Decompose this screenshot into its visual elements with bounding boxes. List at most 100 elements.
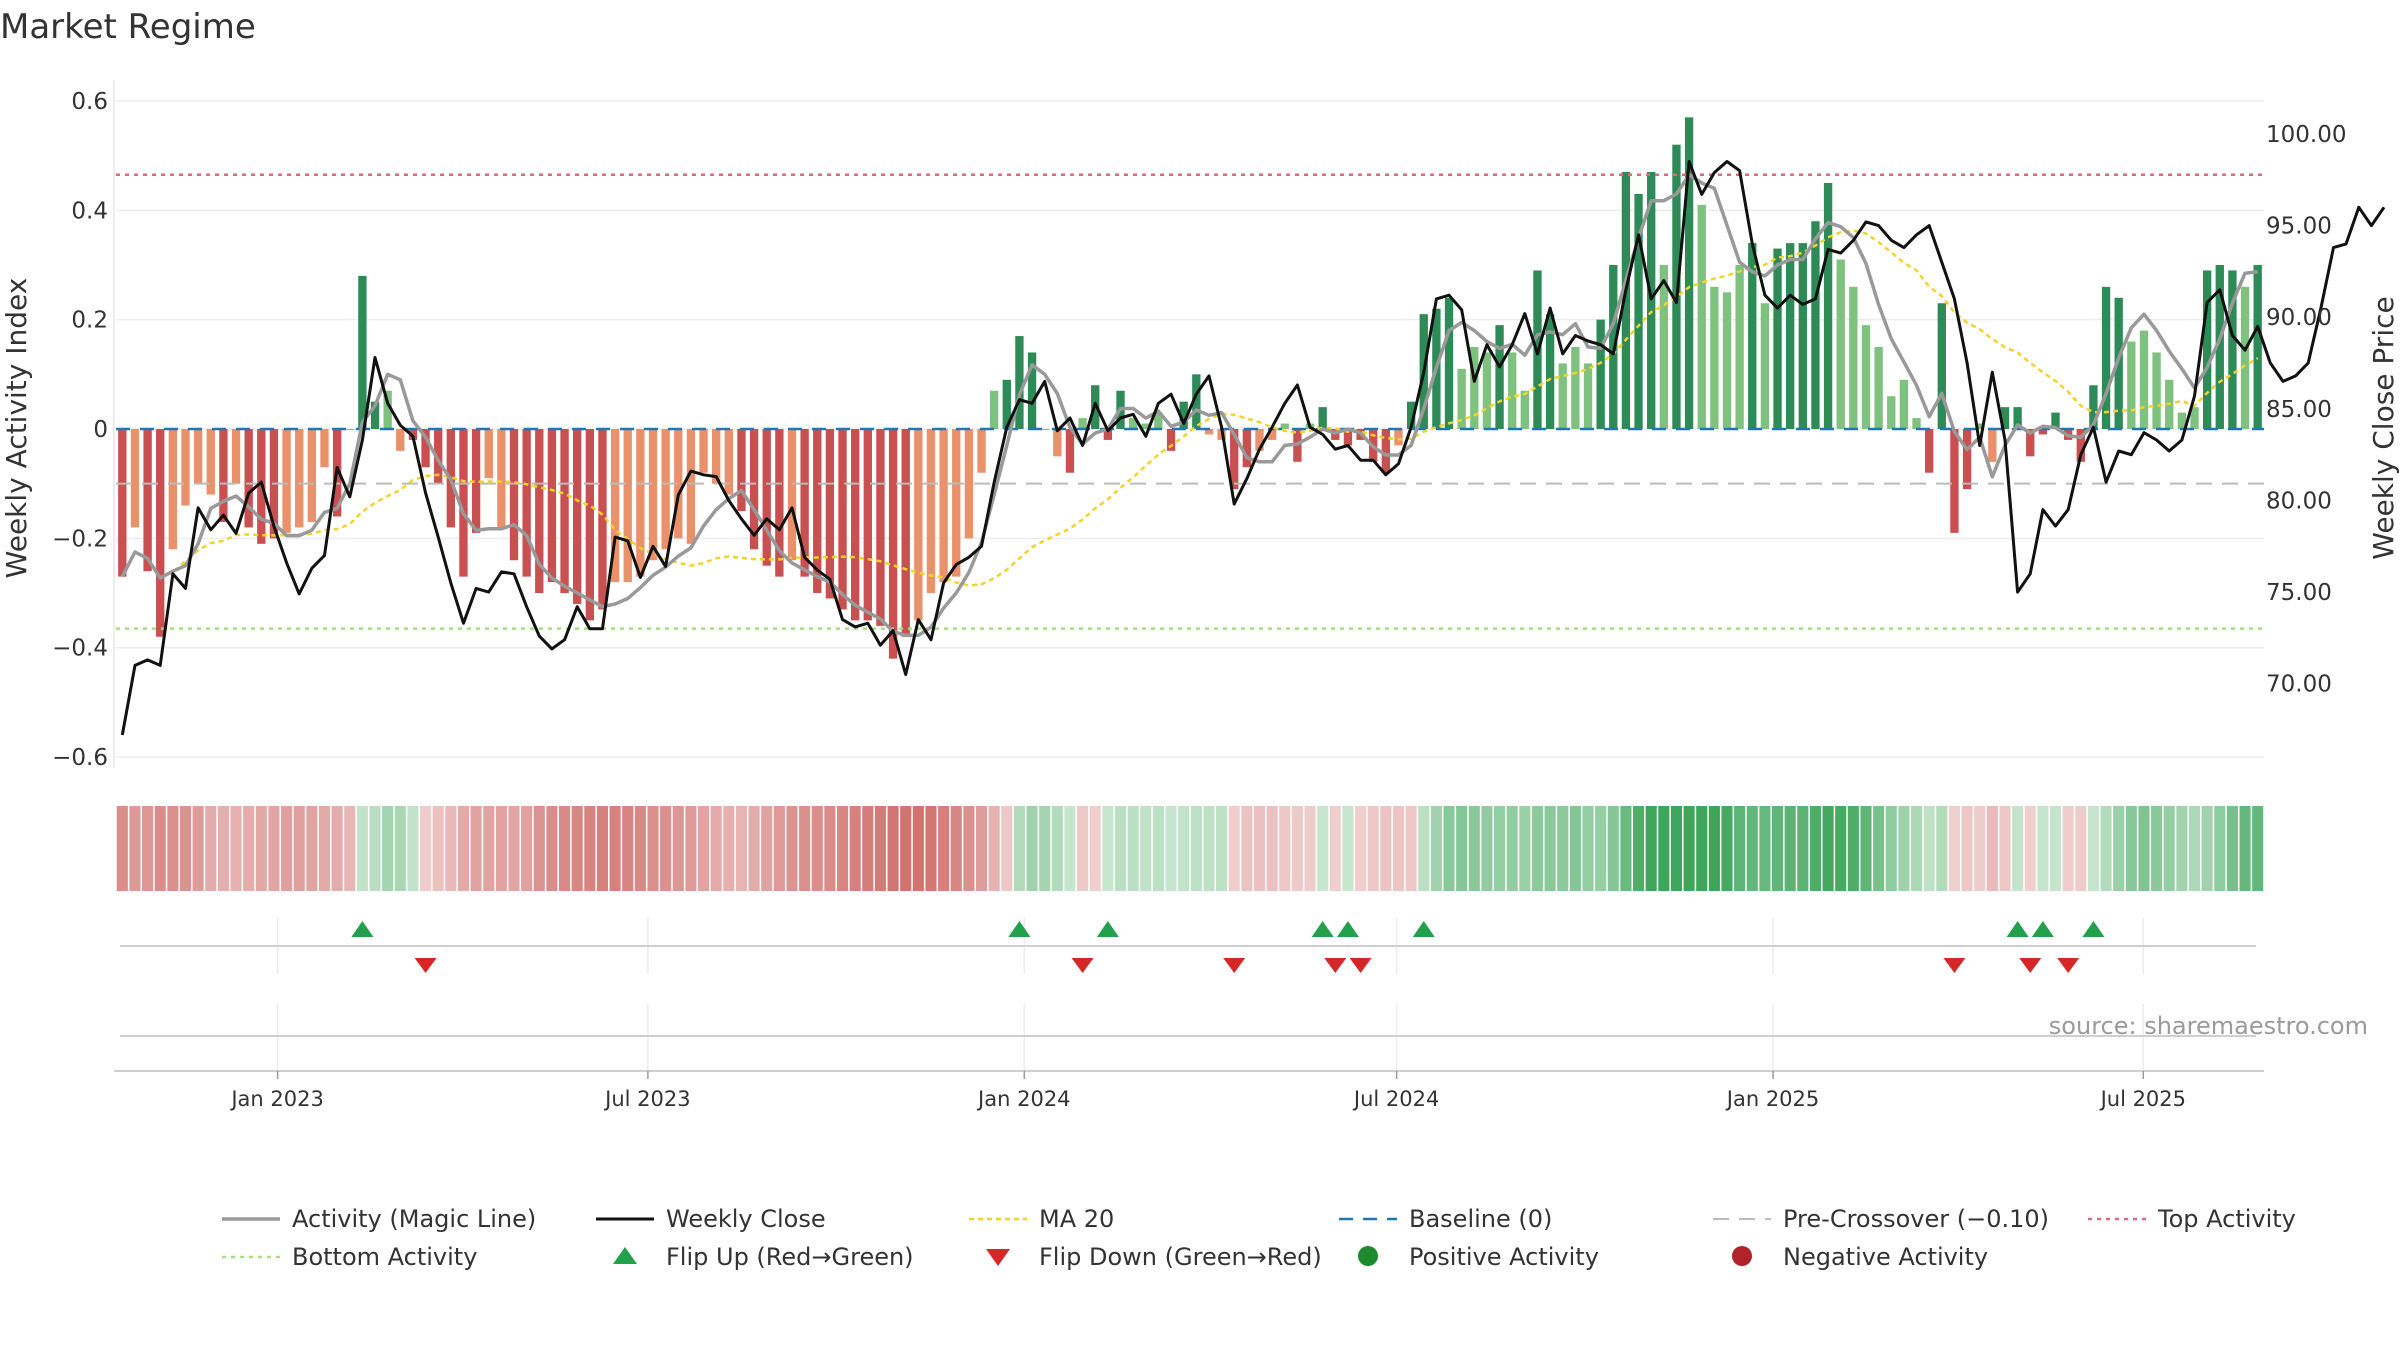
activity-bar bbox=[282, 429, 291, 533]
heat-cell bbox=[1734, 806, 1746, 891]
heat-cell bbox=[925, 806, 937, 891]
heat-cell bbox=[1873, 806, 1885, 891]
activity-bar bbox=[1128, 418, 1138, 429]
heat-cell bbox=[963, 806, 975, 891]
heat-cell bbox=[1658, 806, 1670, 891]
left-axis: 0.6 0.4 0.2 0 −0.2 −0.4 −0.6 bbox=[52, 89, 108, 771]
heat-cell bbox=[2226, 806, 2238, 891]
activity-bar bbox=[1204, 429, 1214, 435]
heat-cell bbox=[1392, 806, 1405, 891]
legend: Activity (Magic Line) Weekly Close MA 20 Ba… bbox=[222, 1205, 2296, 1271]
activity-bar bbox=[1710, 286, 1719, 429]
activity-bar bbox=[345, 429, 354, 430]
x-tick-label: Jan 2025 bbox=[1725, 1087, 1820, 1111]
heat-cell bbox=[2012, 806, 2024, 891]
heat-cell bbox=[546, 806, 558, 891]
heat-cell bbox=[230, 806, 242, 891]
activity-bar bbox=[1634, 193, 1643, 429]
heat-cell bbox=[1279, 806, 1291, 891]
activity-bar bbox=[2026, 429, 2035, 457]
flip-up-marker bbox=[1096, 921, 1119, 937]
activity-bar bbox=[1406, 401, 1416, 429]
heat-cell bbox=[1026, 806, 1038, 891]
heat-cell bbox=[1759, 806, 1771, 891]
heat-cell bbox=[2100, 806, 2112, 891]
heat-cell bbox=[142, 806, 154, 891]
activity-bar bbox=[1722, 292, 1732, 429]
activity-bar bbox=[1558, 363, 1567, 429]
legend-item-magic: Activity (Magic Line) bbox=[222, 1205, 536, 1233]
heat-cell bbox=[1253, 806, 1266, 891]
legend-item-neg: Negative Activity bbox=[1732, 1243, 1988, 1271]
legend-label: Activity (Magic Line) bbox=[292, 1205, 536, 1233]
magic-line bbox=[120, 173, 2258, 638]
activity-bar bbox=[1748, 243, 1757, 429]
heat-cell bbox=[1544, 806, 1556, 891]
heat-cell bbox=[1405, 806, 1417, 891]
x-tick-label: Jan 2024 bbox=[976, 1087, 1071, 1111]
activity-bar bbox=[850, 429, 860, 621]
heat-cell bbox=[394, 806, 406, 891]
activity-bar bbox=[926, 429, 936, 594]
flip-up-marker bbox=[1336, 921, 1359, 937]
activity-bar bbox=[193, 429, 203, 484]
activity-bar bbox=[825, 429, 835, 599]
source-note: source: sharemaestro.com bbox=[2049, 1012, 2368, 1040]
heat-cell bbox=[1367, 806, 1379, 891]
heat-cell bbox=[369, 806, 381, 891]
activity-bar bbox=[1103, 429, 1113, 440]
heat-cell bbox=[116, 806, 128, 891]
activity-bar bbox=[471, 429, 481, 533]
y2-tick-label: 70.00 bbox=[2266, 672, 2332, 698]
activity-bar bbox=[800, 429, 809, 577]
heat-cell bbox=[344, 806, 356, 891]
flip-up-marker bbox=[2082, 921, 2105, 937]
activity-bar bbox=[358, 275, 367, 429]
activity-bar bbox=[636, 429, 645, 577]
y2-axis-label: Weekly Close Price bbox=[2367, 296, 2400, 559]
activity-bar bbox=[2127, 341, 2136, 429]
heat-cell bbox=[1986, 806, 1998, 891]
heat-cell bbox=[647, 806, 659, 891]
legend-label: Baseline (0) bbox=[1409, 1205, 1552, 1233]
activity-bar bbox=[206, 429, 215, 495]
legend-item-flipup: Flip Up (Red→Green) bbox=[613, 1243, 914, 1271]
heat-cell bbox=[495, 806, 507, 891]
y2-tick-label: 90.00 bbox=[2266, 305, 2332, 331]
heat-cell bbox=[1152, 806, 1164, 891]
activity-bar bbox=[2202, 270, 2212, 429]
heat-cell bbox=[508, 806, 520, 891]
heat-cell bbox=[2163, 806, 2175, 891]
activity-bar bbox=[914, 429, 923, 621]
legend-item-flipdown: Flip Down (Green→Red) bbox=[986, 1243, 1322, 1271]
activity-bar bbox=[989, 390, 999, 429]
heat-cell bbox=[1746, 806, 1758, 891]
heat-cell bbox=[773, 806, 785, 891]
activity-bar bbox=[560, 429, 569, 594]
heat-cell bbox=[217, 806, 229, 891]
flip-down-marker bbox=[1349, 958, 1372, 973]
heat-cell bbox=[243, 806, 255, 891]
activity-bar bbox=[383, 390, 392, 429]
heat-cell bbox=[1013, 806, 1025, 891]
heat-cell bbox=[1607, 806, 1619, 891]
activity-bar bbox=[2190, 407, 2199, 429]
heat-cell bbox=[1178, 806, 1190, 891]
heat-cell bbox=[1266, 806, 1278, 891]
activity-bar bbox=[977, 429, 986, 473]
flip-up-marker bbox=[2031, 921, 2054, 937]
legend-label: Positive Activity bbox=[1409, 1243, 1599, 1271]
date-axis: Jan 2023 Jul 2023 Jan 2024 Jul 2024 Jan 2025… bbox=[114, 1070, 2264, 1111]
activity-bar bbox=[1912, 418, 1921, 429]
heat-cell bbox=[1557, 806, 1569, 891]
flip-down-marker bbox=[1943, 958, 1966, 973]
reference-lines bbox=[116, 173, 2264, 630]
activity-bar bbox=[2139, 330, 2149, 429]
flip-down-marker bbox=[414, 958, 437, 973]
heat-cell bbox=[900, 806, 912, 891]
activity-bar bbox=[939, 429, 948, 583]
heat-cell bbox=[1506, 806, 1518, 891]
activity-bar bbox=[1343, 429, 1353, 446]
flip-down-marker bbox=[1223, 958, 1246, 973]
activity-bar bbox=[522, 429, 531, 577]
